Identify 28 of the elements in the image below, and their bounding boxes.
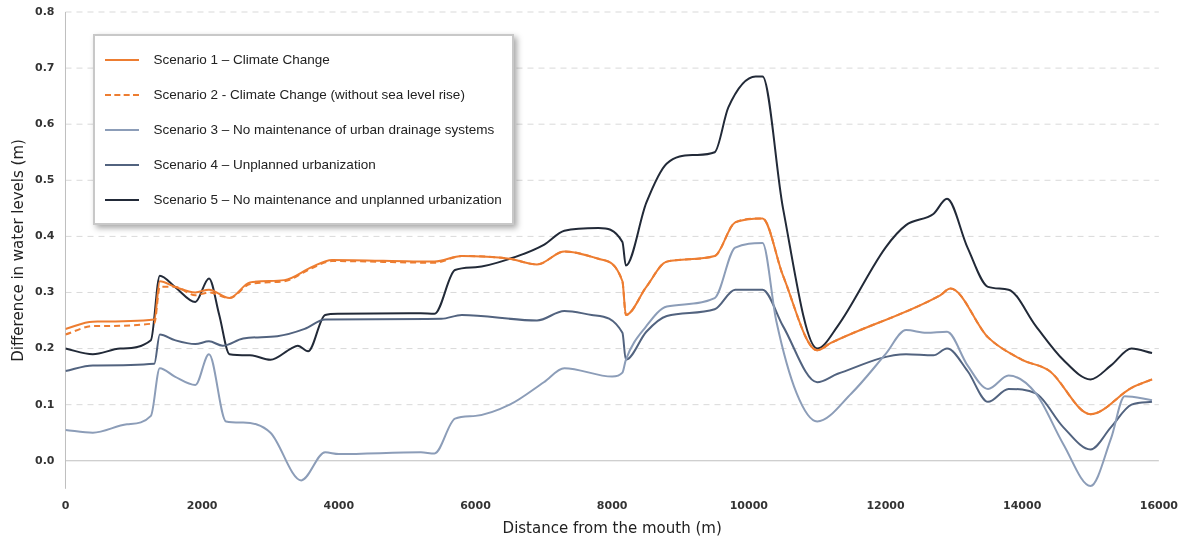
legend-label: Scenario 4 – Unplanned urbanization	[153, 157, 376, 172]
x-tick-label: 4000	[323, 499, 355, 513]
legend-label: Scenario 2 - Climate Change (without sea level rise)	[153, 87, 465, 102]
x-tick-label: 10000	[729, 499, 769, 513]
legend-label: Scenario 5 – No maintenance and unplanned urbanization	[153, 192, 502, 207]
x-tick-label: 2000	[186, 499, 218, 513]
x-tick-label: 12000	[866, 499, 905, 513]
y-axis-title: Difference in water levels (m)	[8, 139, 27, 362]
y-tick-label: 0.2	[34, 341, 55, 355]
line-series	[65, 288, 1154, 451]
y-tick-label: 0.3	[34, 285, 55, 299]
x-tick-label: 0	[61, 499, 70, 513]
y-tick-label: 0.7	[34, 60, 55, 74]
legend-label: Scenario 1 – Climate Change	[153, 52, 330, 67]
y-tick-label: 0.1	[34, 397, 55, 411]
y-tick-label: 0.8	[34, 4, 55, 18]
x-axis-title: Distance from the mouth (m)	[502, 518, 722, 537]
x-tick-label: 8000	[596, 499, 628, 513]
x-tick-label: 6000	[460, 499, 492, 513]
y-tick-label: 0.6	[34, 117, 55, 131]
legend-label: Scenario 3 – No maintenance of urban drainage systems	[153, 122, 495, 137]
x-tick-label: 16000	[1139, 499, 1179, 513]
line-series	[65, 242, 1154, 487]
y-tick-label: 0.4	[34, 229, 55, 243]
line-series	[65, 75, 1154, 381]
y-tick-label: 0.5	[34, 173, 55, 187]
x-tick-label: 14000	[1003, 499, 1042, 513]
y-tick-label: 0.0	[34, 453, 55, 467]
